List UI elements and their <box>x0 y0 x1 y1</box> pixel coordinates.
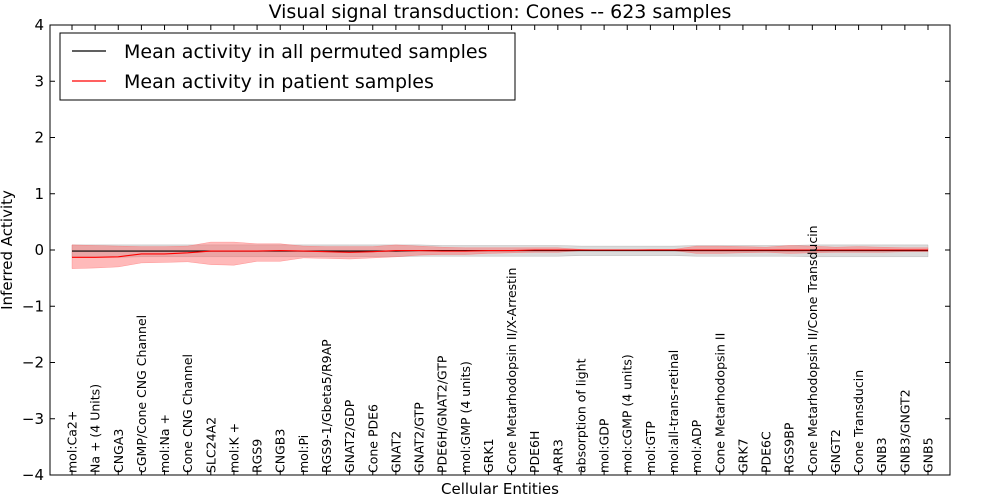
line-patient <box>72 249 928 258</box>
y-tick-label: −4 <box>22 466 44 484</box>
x-category-label: PDE6C <box>759 431 774 473</box>
x-category-label: mol:GDP <box>597 418 612 473</box>
legend-label-permuted: Mean activity in all permuted samples <box>124 41 487 63</box>
y-tick-label: −3 <box>22 410 44 428</box>
chart-title: Visual signal transduction: Cones -- 623… <box>269 1 732 23</box>
x-category-label: Cone Metarhodopsin II <box>712 333 727 473</box>
series-lines <box>72 249 928 258</box>
x-category-label: mol:K + <box>226 423 241 473</box>
x-category-label: Cone PDE6 <box>365 404 380 473</box>
x-category-labels: mol:Ca2+ Na + (4 Units) CNGA3 cGMP/Cone CNG… <box>65 225 936 473</box>
x-category-label: mol:cGMP (4 units) <box>620 354 635 473</box>
x-category-label: Cone CNG Channel <box>180 354 195 473</box>
legend-box <box>59 32 516 101</box>
x-category-label: mol:ADP <box>689 419 704 473</box>
x-category-label: mol:Ca2+ <box>65 411 80 473</box>
x-category-label: mol:GMP (4 units) <box>458 361 473 473</box>
x-category-label: ARR3 <box>550 439 565 473</box>
x-category-label: mol:GTP <box>643 421 658 473</box>
x-category-label: GNGT2 <box>828 429 843 473</box>
y-tick-label: −1 <box>22 297 44 315</box>
x-category-label: PDE6H <box>527 431 542 473</box>
x-category-label: GNB5 <box>921 437 936 473</box>
y-tick-label: 2 <box>34 129 44 147</box>
x-category-label: GNAT2/GDP <box>342 399 357 473</box>
x-category-label: Cone Metarhodopsin II/X-Arrestin <box>504 268 519 473</box>
legend-label-patient: Mean activity in patient samples <box>124 71 434 93</box>
x-category-label: RGS9-1/Gbeta5/R9AP <box>319 339 334 473</box>
x-category-label: GRK7 <box>735 438 750 473</box>
x-category-label: SLC24A2 <box>203 417 218 473</box>
y-tick-label: 4 <box>34 16 44 34</box>
x-category-label: GNAT2 <box>388 431 403 473</box>
x-category-label: GRK1 <box>481 438 496 473</box>
y-tick-label: 3 <box>34 72 44 90</box>
x-category-label: Na + (4 Units) <box>88 384 103 473</box>
x-category-label: CNGB3 <box>273 429 288 473</box>
y-tick-label: −2 <box>22 354 44 372</box>
x-axis-label: Cellular Entities <box>441 480 559 498</box>
x-category-label: CNGA3 <box>111 429 126 473</box>
x-category-label: GNB3 <box>874 437 889 473</box>
x-category-label: GNB3/GNGT2 <box>897 389 912 473</box>
x-category-label: mol:Na + <box>157 414 172 473</box>
x-category-label: PDE6H/GNAT2/GTP <box>435 355 450 473</box>
band-patient <box>71 241 929 269</box>
legend: Mean activity in all permuted samples Me… <box>59 32 516 101</box>
x-category-label: Cone Transducin <box>851 370 866 473</box>
x-category-label: mol:all-trans-retinal <box>666 350 681 473</box>
y-tick-label: 1 <box>34 185 44 203</box>
x-category-label: mol:Pi <box>296 435 311 473</box>
y-axis-ticks: −4 −3 −2 −1 0 1 2 3 4 <box>22 16 950 484</box>
x-axis-ticks <box>71 25 929 475</box>
x-category-label: RGS9BP <box>782 422 797 473</box>
x-category-label: Cone Metarhodopsin II/Cone Transducin <box>805 225 820 473</box>
y-tick-label: 0 <box>34 241 44 259</box>
x-category-label: cGMP/Cone CNG Channel <box>134 315 149 473</box>
x-category-label: RGS9 <box>250 439 265 473</box>
x-category-label: absorption of light <box>574 358 589 473</box>
x-category-label: GNAT2/GTP <box>412 402 427 473</box>
y-axis-label: Inferred Activity <box>0 190 16 310</box>
